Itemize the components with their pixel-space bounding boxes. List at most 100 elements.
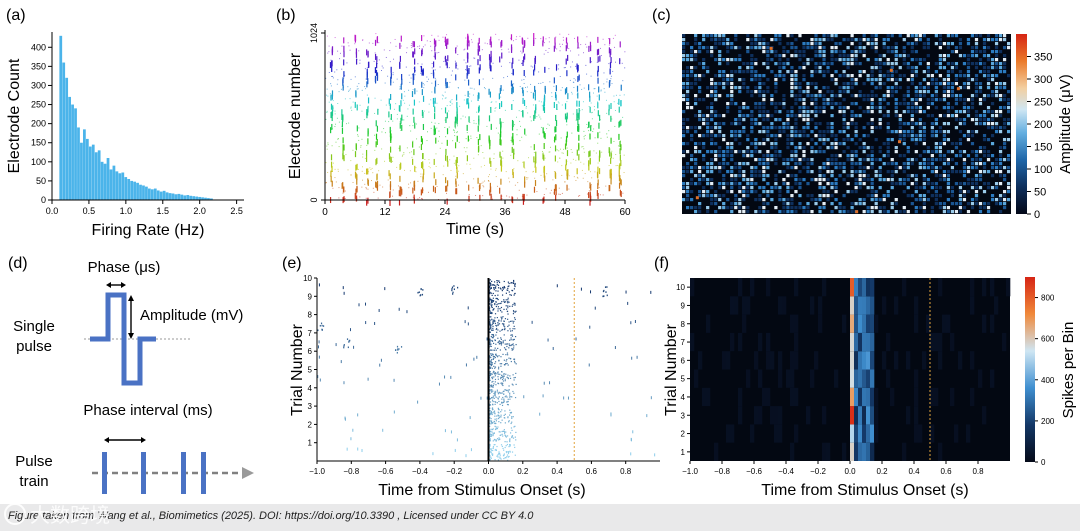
chart-b-spike — [583, 87, 585, 89]
chart-c-cell — [794, 166, 798, 170]
chart-c-cell — [994, 126, 999, 130]
chart-e-spike — [515, 372, 517, 374]
chart-b-burst-spike — [578, 144, 580, 151]
chart-c-cell — [786, 34, 790, 38]
chart-b-burst-spike — [578, 74, 580, 81]
chart-e-spike — [498, 451, 500, 453]
chart-c-cell — [874, 190, 878, 194]
chart-c-cell — [838, 50, 842, 54]
chart-b-spike — [478, 125, 480, 127]
chart-c-cell — [742, 206, 746, 210]
chart-b-spike — [383, 128, 385, 130]
chart-b-spike — [568, 188, 570, 190]
chart-c-cell — [682, 150, 686, 154]
chart-b-spike — [463, 147, 465, 149]
chart-b-spike — [334, 37, 336, 39]
chart-c-cell — [870, 198, 874, 202]
chart-c-cell — [950, 42, 955, 46]
chart-c-cell — [738, 122, 742, 126]
chart-b-spike — [555, 70, 557, 72]
chart-c-cell — [862, 98, 866, 102]
chart-c-cell — [934, 94, 938, 98]
chart-c-cell — [702, 118, 706, 122]
chart-b-burst-spike — [578, 154, 580, 161]
chart-b-spike — [597, 162, 599, 164]
chart-b-spike — [457, 54, 459, 56]
chart-c-cell — [970, 102, 975, 106]
chart-c-cell — [686, 182, 690, 186]
chart-b-spike — [429, 167, 431, 169]
chart-b-spike — [466, 181, 468, 183]
chart-c-cell — [954, 202, 959, 206]
chart-c-cell — [798, 178, 802, 182]
chart-b-spike — [576, 47, 578, 49]
chart-c-cell — [910, 134, 914, 138]
chart-b-spike — [408, 104, 410, 106]
chart-c-cell — [930, 126, 934, 130]
chart-c-cell — [866, 106, 870, 110]
chart-c-cell — [938, 154, 942, 158]
chart-e-spike — [511, 320, 513, 322]
chart-e-spike — [492, 325, 494, 327]
chart-c-cell — [998, 158, 1003, 162]
chart-b-spike — [521, 87, 523, 89]
chart-c-cell — [1002, 38, 1007, 42]
chart-c-cell — [994, 34, 999, 38]
chart-c-cell — [854, 82, 858, 86]
chart-c-cell — [730, 82, 734, 86]
chart-c-cell — [990, 122, 995, 126]
chart-c-cell — [850, 54, 854, 58]
chart-e-spike — [491, 413, 493, 415]
chart-b-spike — [613, 140, 615, 142]
chart-b-burst-spike — [446, 112, 448, 119]
chart-e-spike — [491, 299, 494, 301]
chart-c-cell — [954, 66, 959, 70]
chart-c-cell — [818, 182, 822, 186]
chart-c-cell — [830, 154, 834, 158]
chart-c-cell — [918, 186, 922, 190]
chart-b-spike — [331, 145, 333, 147]
chart-e-spike — [504, 328, 506, 330]
chart-b-spike — [598, 187, 600, 189]
chart-b-spike — [359, 196, 361, 198]
chart-b-spike — [570, 50, 572, 52]
chart-b-burst-spike — [555, 85, 557, 92]
chart-c-cell — [898, 126, 902, 130]
chart-b-spike — [523, 79, 525, 81]
chart-c-cell — [742, 118, 746, 122]
chart-c-cell — [882, 38, 886, 42]
chart-b-spike — [331, 75, 333, 77]
chart-c-cell — [710, 50, 714, 54]
chart-b-spike — [532, 66, 534, 68]
chart-c-cell — [834, 186, 838, 190]
chart-c-cell — [902, 138, 906, 142]
chart-b-spike — [610, 75, 612, 77]
chart-c-cell — [750, 150, 754, 154]
chart-b-spike — [372, 172, 374, 174]
chart-e-cluster-spike — [395, 349, 397, 351]
chart-b-spike — [540, 126, 542, 128]
chart-c-cell — [826, 122, 830, 126]
chart-b-burst-spike — [511, 83, 514, 90]
chart-e-spike — [508, 446, 510, 448]
chart-b-burst-spike — [618, 164, 620, 171]
chart-c-cell — [998, 194, 1003, 198]
chart-e-spike — [504, 410, 506, 412]
chart-e-spike — [496, 445, 498, 448]
chart-b-spike — [527, 177, 529, 179]
chart-c-cell — [790, 138, 794, 142]
chart-c-cell — [682, 86, 686, 90]
chart-c-cell — [902, 178, 906, 182]
chart-c-cell — [862, 150, 866, 154]
chart-e-spike — [497, 280, 499, 282]
chart-c-cell — [706, 114, 710, 118]
chart-c-cell — [698, 134, 702, 138]
chart-b-burst-spike — [566, 169, 568, 176]
chart-c-cell — [830, 74, 834, 78]
chart-e-cluster-spike — [606, 286, 608, 288]
chart-b-spike — [548, 151, 550, 153]
chart-b-spike — [525, 107, 527, 109]
chart-c-cell — [754, 74, 758, 78]
chart-e-cluster-spike — [398, 348, 400, 350]
chart-c-cell — [710, 138, 714, 142]
